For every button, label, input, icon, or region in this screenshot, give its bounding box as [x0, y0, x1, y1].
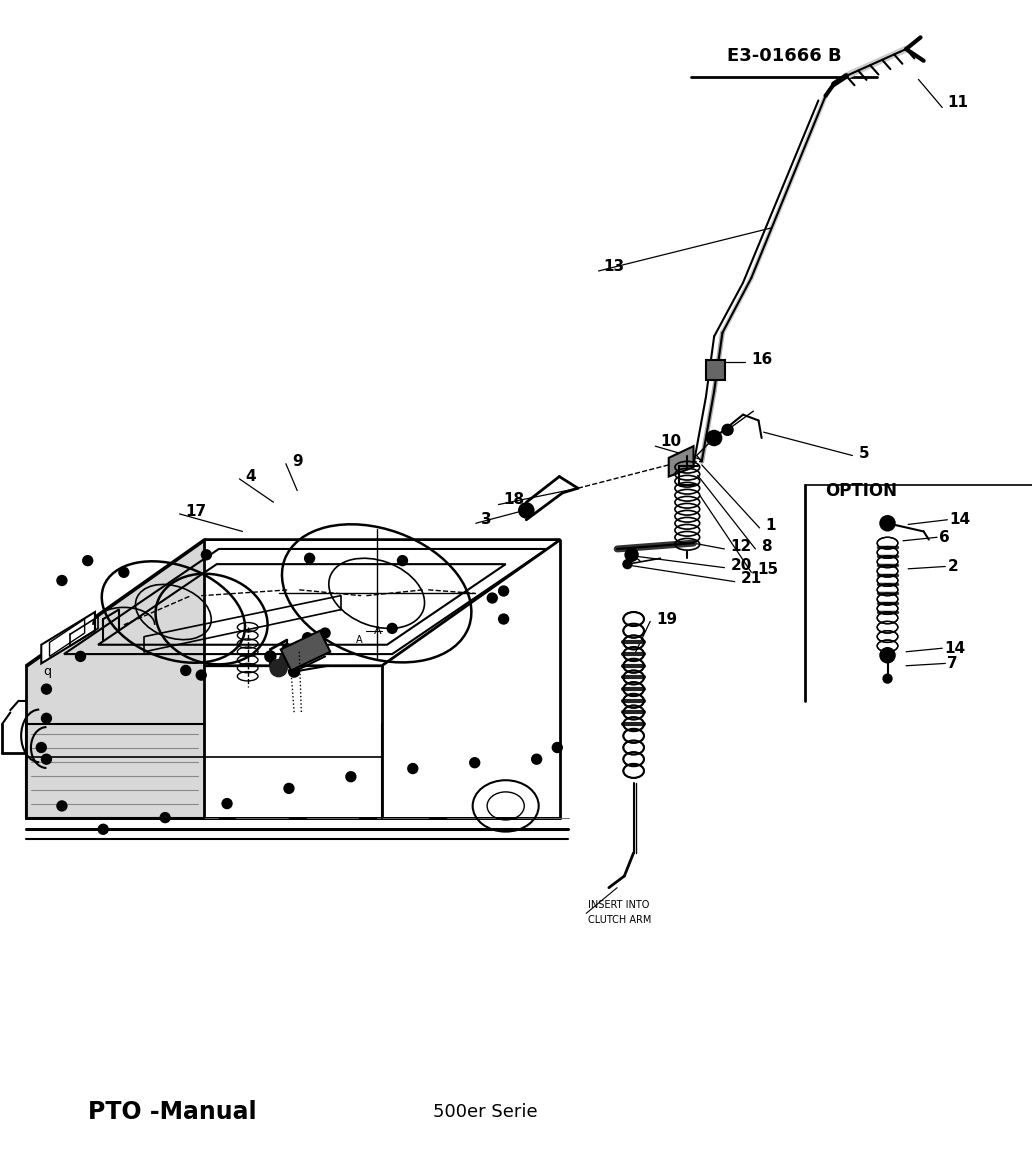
- Ellipse shape: [40, 753, 52, 765]
- Text: E3-01666 B: E3-01666 B: [727, 47, 842, 65]
- Text: 19: 19: [656, 612, 677, 626]
- Text: 18: 18: [504, 493, 524, 507]
- Ellipse shape: [269, 659, 288, 677]
- Text: CLUTCH ARM: CLUTCH ARM: [588, 916, 651, 925]
- Text: 17: 17: [186, 505, 206, 519]
- Ellipse shape: [407, 763, 419, 774]
- Text: 20: 20: [731, 558, 752, 572]
- Text: q: q: [43, 665, 52, 679]
- Ellipse shape: [301, 632, 314, 644]
- Ellipse shape: [303, 552, 315, 564]
- Ellipse shape: [487, 592, 497, 604]
- Text: 9: 9: [292, 454, 302, 468]
- Text: 15: 15: [757, 563, 778, 577]
- Text: 16: 16: [751, 353, 773, 367]
- Ellipse shape: [283, 783, 295, 794]
- Text: OPTION: OPTION: [826, 481, 898, 500]
- Text: 11: 11: [947, 96, 968, 110]
- Ellipse shape: [552, 742, 563, 753]
- Polygon shape: [706, 360, 725, 380]
- Text: 8: 8: [762, 540, 772, 554]
- Ellipse shape: [879, 647, 896, 663]
- Text: 3: 3: [481, 513, 491, 527]
- Text: 2: 2: [947, 559, 958, 573]
- Text: 14: 14: [949, 513, 970, 527]
- Text: PTO -Manual: PTO -Manual: [88, 1100, 256, 1124]
- Ellipse shape: [196, 669, 206, 681]
- Ellipse shape: [706, 430, 722, 446]
- Ellipse shape: [282, 644, 292, 653]
- Ellipse shape: [279, 652, 295, 668]
- Ellipse shape: [83, 555, 94, 566]
- Ellipse shape: [40, 683, 52, 695]
- Text: 14: 14: [944, 641, 965, 655]
- Ellipse shape: [200, 549, 213, 561]
- Text: 5: 5: [859, 446, 869, 460]
- Text: 7: 7: [947, 656, 958, 670]
- Ellipse shape: [396, 555, 409, 566]
- Ellipse shape: [346, 771, 357, 783]
- Text: 13: 13: [604, 259, 624, 273]
- Ellipse shape: [288, 666, 300, 677]
- Ellipse shape: [624, 548, 639, 562]
- Polygon shape: [281, 631, 330, 670]
- Ellipse shape: [469, 757, 481, 769]
- Text: 21: 21: [741, 571, 763, 585]
- Text: 12: 12: [731, 540, 752, 554]
- Polygon shape: [41, 612, 95, 663]
- Text: A: A: [374, 626, 381, 635]
- Text: INSERT INTO: INSERT INTO: [588, 901, 649, 910]
- Ellipse shape: [97, 823, 109, 835]
- Polygon shape: [26, 540, 204, 818]
- Text: 10: 10: [660, 434, 681, 449]
- Ellipse shape: [160, 812, 170, 823]
- Text: A: A: [356, 635, 362, 645]
- Ellipse shape: [518, 502, 535, 519]
- Ellipse shape: [622, 559, 633, 569]
- Text: 1: 1: [766, 519, 776, 533]
- Ellipse shape: [320, 627, 330, 639]
- Polygon shape: [26, 540, 560, 666]
- Ellipse shape: [118, 566, 130, 578]
- Ellipse shape: [180, 665, 191, 676]
- Ellipse shape: [35, 742, 47, 753]
- Ellipse shape: [387, 623, 398, 634]
- Ellipse shape: [40, 712, 52, 724]
- Polygon shape: [669, 446, 694, 477]
- Text: 6: 6: [939, 530, 949, 544]
- Ellipse shape: [264, 651, 277, 662]
- Text: 500er Serie: 500er Serie: [433, 1103, 538, 1121]
- Polygon shape: [50, 619, 85, 656]
- Ellipse shape: [721, 424, 734, 436]
- Ellipse shape: [882, 674, 893, 683]
- Ellipse shape: [497, 585, 510, 597]
- Ellipse shape: [221, 798, 233, 809]
- Ellipse shape: [56, 800, 67, 812]
- Text: 4: 4: [246, 470, 256, 484]
- Ellipse shape: [530, 753, 543, 765]
- Ellipse shape: [879, 515, 896, 531]
- Ellipse shape: [497, 613, 510, 625]
- Ellipse shape: [56, 575, 67, 586]
- Ellipse shape: [74, 651, 87, 662]
